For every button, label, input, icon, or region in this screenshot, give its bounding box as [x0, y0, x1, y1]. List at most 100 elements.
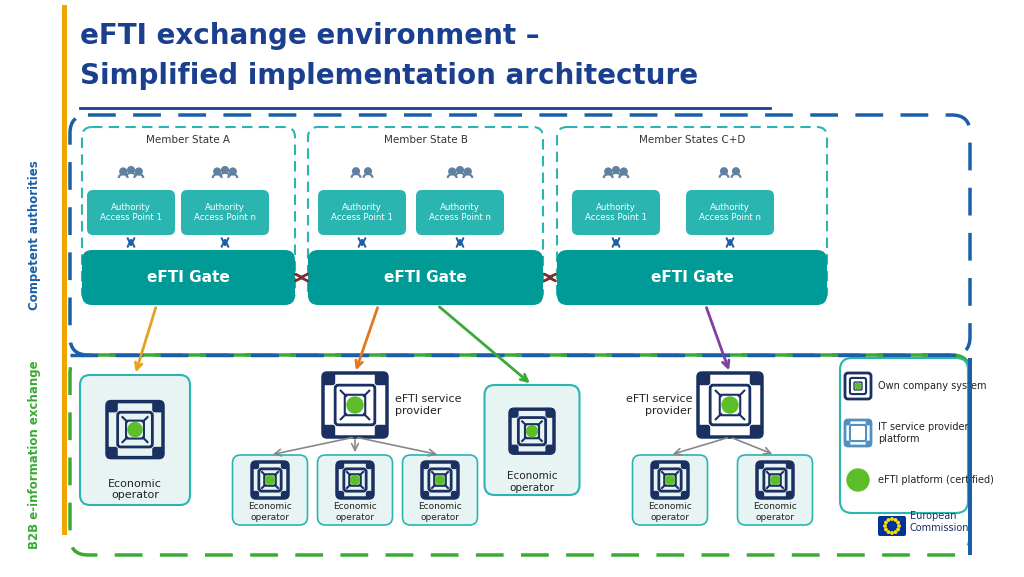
FancyBboxPatch shape [652, 462, 658, 469]
FancyBboxPatch shape [153, 448, 163, 458]
Text: Economic
operator: Economic operator [507, 471, 557, 493]
Circle shape [214, 168, 220, 175]
FancyBboxPatch shape [546, 409, 554, 417]
Text: Economic
operator: Economic operator [648, 503, 692, 522]
FancyBboxPatch shape [422, 462, 428, 469]
FancyBboxPatch shape [282, 492, 288, 498]
Circle shape [265, 475, 274, 485]
Circle shape [666, 475, 675, 485]
Circle shape [612, 167, 620, 173]
Circle shape [621, 168, 627, 175]
FancyBboxPatch shape [557, 250, 827, 305]
Text: Member State B: Member State B [384, 135, 468, 145]
FancyBboxPatch shape [232, 455, 307, 525]
FancyBboxPatch shape [416, 190, 504, 235]
FancyBboxPatch shape [252, 492, 258, 498]
FancyBboxPatch shape [698, 373, 710, 384]
Text: eFTI service
provider: eFTI service provider [395, 394, 462, 416]
Circle shape [888, 531, 890, 533]
Circle shape [457, 167, 463, 173]
FancyBboxPatch shape [572, 190, 660, 235]
FancyBboxPatch shape [546, 445, 554, 453]
FancyBboxPatch shape [757, 462, 764, 469]
Circle shape [221, 167, 228, 173]
FancyBboxPatch shape [367, 462, 373, 469]
FancyBboxPatch shape [866, 441, 871, 446]
FancyBboxPatch shape [452, 492, 458, 498]
FancyBboxPatch shape [376, 373, 387, 384]
FancyBboxPatch shape [337, 492, 343, 498]
FancyBboxPatch shape [866, 420, 871, 425]
Circle shape [898, 525, 900, 527]
FancyBboxPatch shape [323, 373, 335, 384]
FancyBboxPatch shape [452, 462, 458, 469]
Circle shape [891, 532, 893, 534]
FancyBboxPatch shape [510, 445, 518, 453]
Circle shape [435, 475, 444, 485]
Text: European
Commission: European Commission [910, 511, 970, 533]
Text: Member States C+D: Member States C+D [639, 135, 745, 145]
FancyBboxPatch shape [317, 455, 392, 525]
FancyBboxPatch shape [698, 425, 710, 437]
FancyBboxPatch shape [751, 373, 762, 384]
Circle shape [885, 529, 887, 531]
Text: Economic
operator: Economic operator [333, 503, 377, 522]
Circle shape [352, 168, 359, 175]
FancyBboxPatch shape [484, 385, 580, 495]
Circle shape [897, 521, 899, 524]
FancyBboxPatch shape [402, 455, 477, 525]
Text: Authority
Access Point 1: Authority Access Point 1 [100, 203, 162, 222]
Text: Member State A: Member State A [146, 135, 230, 145]
Circle shape [128, 422, 142, 437]
Circle shape [120, 168, 127, 175]
FancyBboxPatch shape [282, 462, 288, 469]
FancyBboxPatch shape [737, 455, 812, 525]
FancyBboxPatch shape [367, 492, 373, 498]
Text: Authority
Access Point n: Authority Access Point n [429, 203, 490, 222]
Circle shape [891, 518, 893, 520]
FancyBboxPatch shape [318, 190, 406, 235]
Circle shape [721, 168, 727, 175]
Text: eFTI exchange environment –: eFTI exchange environment – [80, 22, 540, 50]
Text: eFTI service
provider: eFTI service provider [626, 394, 692, 416]
Text: IT service provider
platform: IT service provider platform [878, 422, 969, 444]
Text: eFTI platform (certified): eFTI platform (certified) [878, 475, 994, 485]
Circle shape [732, 168, 739, 175]
Bar [968, 358, 972, 555]
FancyBboxPatch shape [422, 492, 428, 498]
Text: Authority
Access Point n: Authority Access Point n [194, 203, 256, 222]
Circle shape [347, 397, 362, 413]
Circle shape [605, 168, 611, 175]
Text: Authority
Access Point 1: Authority Access Point 1 [585, 203, 647, 222]
Circle shape [855, 383, 861, 389]
Text: Authority
Access Point 1: Authority Access Point 1 [331, 203, 393, 222]
FancyBboxPatch shape [376, 425, 387, 437]
Circle shape [885, 521, 887, 524]
Circle shape [770, 475, 779, 485]
FancyBboxPatch shape [786, 492, 793, 498]
Text: Economic
operator: Economic operator [248, 503, 292, 522]
Text: eFTI Gate: eFTI Gate [384, 270, 467, 285]
FancyBboxPatch shape [845, 441, 850, 446]
Text: eFTI Gate: eFTI Gate [650, 270, 733, 285]
FancyBboxPatch shape [633, 455, 708, 525]
Text: B2B e-information exchange: B2B e-information exchange [29, 361, 42, 549]
FancyBboxPatch shape [686, 190, 774, 235]
Circle shape [229, 168, 237, 175]
Text: Own company system: Own company system [878, 381, 986, 391]
FancyBboxPatch shape [510, 409, 518, 417]
Text: Simplified implementation architecture: Simplified implementation architecture [80, 62, 698, 90]
FancyBboxPatch shape [181, 190, 269, 235]
Circle shape [350, 475, 359, 485]
Text: Economic
operator: Economic operator [418, 503, 462, 522]
FancyBboxPatch shape [682, 462, 688, 469]
Circle shape [135, 168, 142, 175]
Circle shape [894, 519, 897, 521]
Circle shape [722, 397, 738, 413]
FancyBboxPatch shape [878, 516, 906, 536]
FancyBboxPatch shape [786, 462, 793, 469]
FancyBboxPatch shape [308, 250, 543, 305]
FancyBboxPatch shape [757, 492, 764, 498]
FancyBboxPatch shape [840, 358, 968, 513]
FancyBboxPatch shape [106, 402, 117, 411]
